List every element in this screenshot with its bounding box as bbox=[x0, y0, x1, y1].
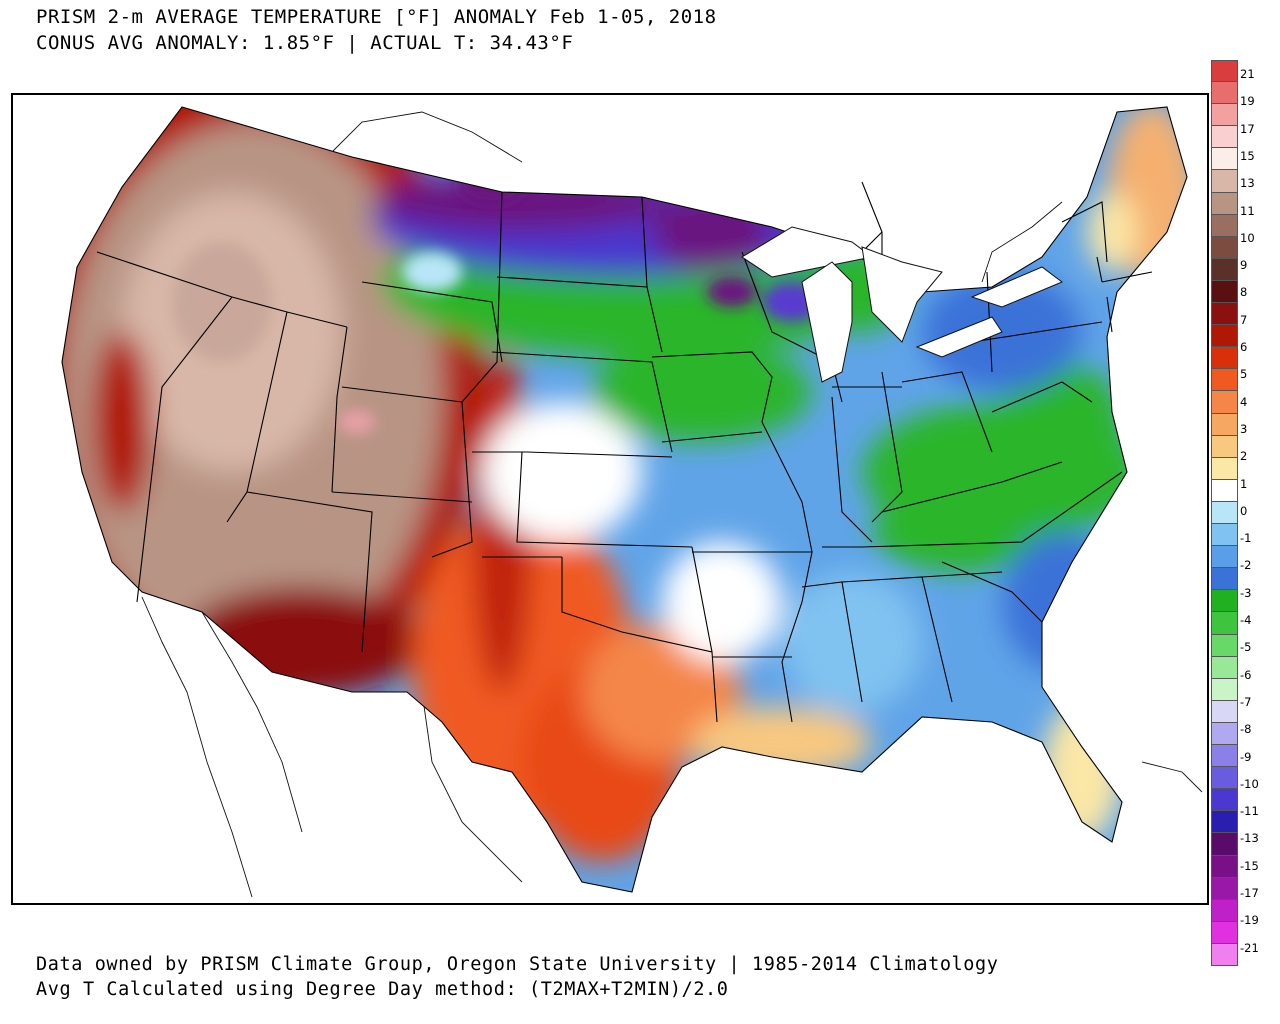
legend-label: 13 bbox=[1240, 176, 1255, 191]
legend-label: -13 bbox=[1240, 831, 1259, 846]
legend-swatch bbox=[1211, 303, 1238, 326]
legend-label: -9 bbox=[1240, 749, 1252, 764]
legend-label: -10 bbox=[1240, 776, 1259, 791]
data-credit: Data owned by PRISM Climate Group, Orego… bbox=[36, 954, 999, 975]
legend-swatch bbox=[1211, 789, 1238, 812]
legend-label: -1 bbox=[1240, 531, 1252, 546]
legend-swatch bbox=[1211, 568, 1238, 591]
legend-label: -3 bbox=[1240, 585, 1252, 600]
color-scale-legend: 21 19 17 15 13 11 10 9 8 7 6 5 4 3 2 1 0 -1 -2 -3 -4 -5 -6 -7 -8… bbox=[1211, 60, 1271, 966]
anomaly-field bbox=[62, 107, 1187, 892]
legend-label: -7 bbox=[1240, 694, 1252, 709]
legend-label: 11 bbox=[1240, 203, 1255, 218]
legend-swatch bbox=[1211, 104, 1238, 127]
legend-swatch bbox=[1211, 170, 1238, 193]
legend-label: 4 bbox=[1240, 394, 1248, 409]
legend-label: 1 bbox=[1240, 476, 1248, 491]
great-lakes bbox=[741, 226, 1063, 383]
legend-swatch bbox=[1211, 634, 1238, 657]
legend-label: 19 bbox=[1240, 94, 1255, 109]
state-boundaries bbox=[61, 106, 1188, 893]
legend-swatch bbox=[1211, 391, 1238, 414]
legend-label: -21 bbox=[1240, 940, 1259, 955]
legend-swatch bbox=[1211, 501, 1238, 525]
legend-swatch bbox=[1211, 877, 1238, 900]
legend-swatch bbox=[1211, 258, 1238, 281]
legend-swatch bbox=[1211, 811, 1238, 834]
legend-swatch bbox=[1211, 656, 1238, 679]
legend-swatch bbox=[1211, 722, 1238, 746]
legend-swatch bbox=[1211, 60, 1238, 83]
legend-swatch bbox=[1211, 347, 1238, 370]
legend-swatch bbox=[1211, 413, 1238, 436]
legend-swatch bbox=[1211, 943, 1238, 966]
legend-swatch bbox=[1211, 148, 1238, 171]
legend-swatch bbox=[1211, 921, 1238, 944]
legend-label: 21 bbox=[1240, 67, 1255, 81]
legend-swatch bbox=[1211, 678, 1238, 701]
legend-label: -11 bbox=[1240, 804, 1259, 819]
legend-swatch bbox=[1211, 214, 1238, 237]
map-subtitle: CONUS AVG ANOMALY: 1.85°F | ACTUAL T: 34… bbox=[36, 32, 574, 54]
legend-label: 3 bbox=[1240, 421, 1248, 436]
legend-swatch bbox=[1211, 126, 1238, 149]
legend-label: 2 bbox=[1240, 449, 1248, 464]
legend-swatch bbox=[1211, 236, 1238, 259]
legend-swatch bbox=[1211, 833, 1238, 856]
legend-label: 8 bbox=[1240, 285, 1248, 300]
legend-swatch bbox=[1211, 457, 1238, 480]
legend-label: -6 bbox=[1240, 667, 1252, 682]
legend-swatch bbox=[1211, 546, 1238, 569]
mexico-canada-outline bbox=[141, 111, 1203, 898]
legend-label: 6 bbox=[1240, 340, 1248, 354]
legend-label: -19 bbox=[1240, 913, 1259, 928]
legend-swatch bbox=[1211, 899, 1238, 922]
legend-swatch bbox=[1211, 855, 1238, 878]
method-note: Avg T Calculated using Degree Day method… bbox=[36, 979, 729, 1000]
legend-label: 10 bbox=[1240, 230, 1255, 245]
legend-swatch bbox=[1211, 590, 1238, 613]
legend-swatch bbox=[1211, 700, 1238, 723]
legend-label: 15 bbox=[1240, 148, 1255, 163]
legend-label: -5 bbox=[1240, 640, 1252, 655]
legend-label: 0 bbox=[1240, 503, 1248, 518]
legend-label: 7 bbox=[1240, 312, 1248, 327]
legend-label: -17 bbox=[1240, 886, 1259, 900]
legend-swatch bbox=[1211, 280, 1238, 304]
legend-label: -4 bbox=[1240, 613, 1252, 627]
legend-label: 9 bbox=[1240, 258, 1248, 273]
legend-label: 5 bbox=[1240, 367, 1248, 382]
legend-label: -15 bbox=[1240, 858, 1259, 873]
legend-label: -8 bbox=[1240, 722, 1252, 737]
legend-label: 17 bbox=[1240, 121, 1255, 136]
temperature-anomaly-map bbox=[11, 93, 1209, 905]
legend-swatch bbox=[1211, 325, 1238, 348]
legend-swatch bbox=[1211, 369, 1238, 392]
legend-swatch bbox=[1211, 612, 1238, 635]
legend-swatch bbox=[1211, 479, 1238, 502]
legend-swatch bbox=[1211, 192, 1238, 215]
legend-label: -2 bbox=[1240, 558, 1252, 573]
legend-swatch bbox=[1211, 745, 1238, 768]
map-title: PRISM 2-m AVERAGE TEMPERATURE [°F] ANOMA… bbox=[36, 6, 717, 28]
legend-swatch bbox=[1211, 435, 1238, 458]
legend-swatch bbox=[1211, 767, 1238, 790]
legend-swatch bbox=[1211, 524, 1238, 547]
legend-swatch bbox=[1211, 82, 1238, 105]
